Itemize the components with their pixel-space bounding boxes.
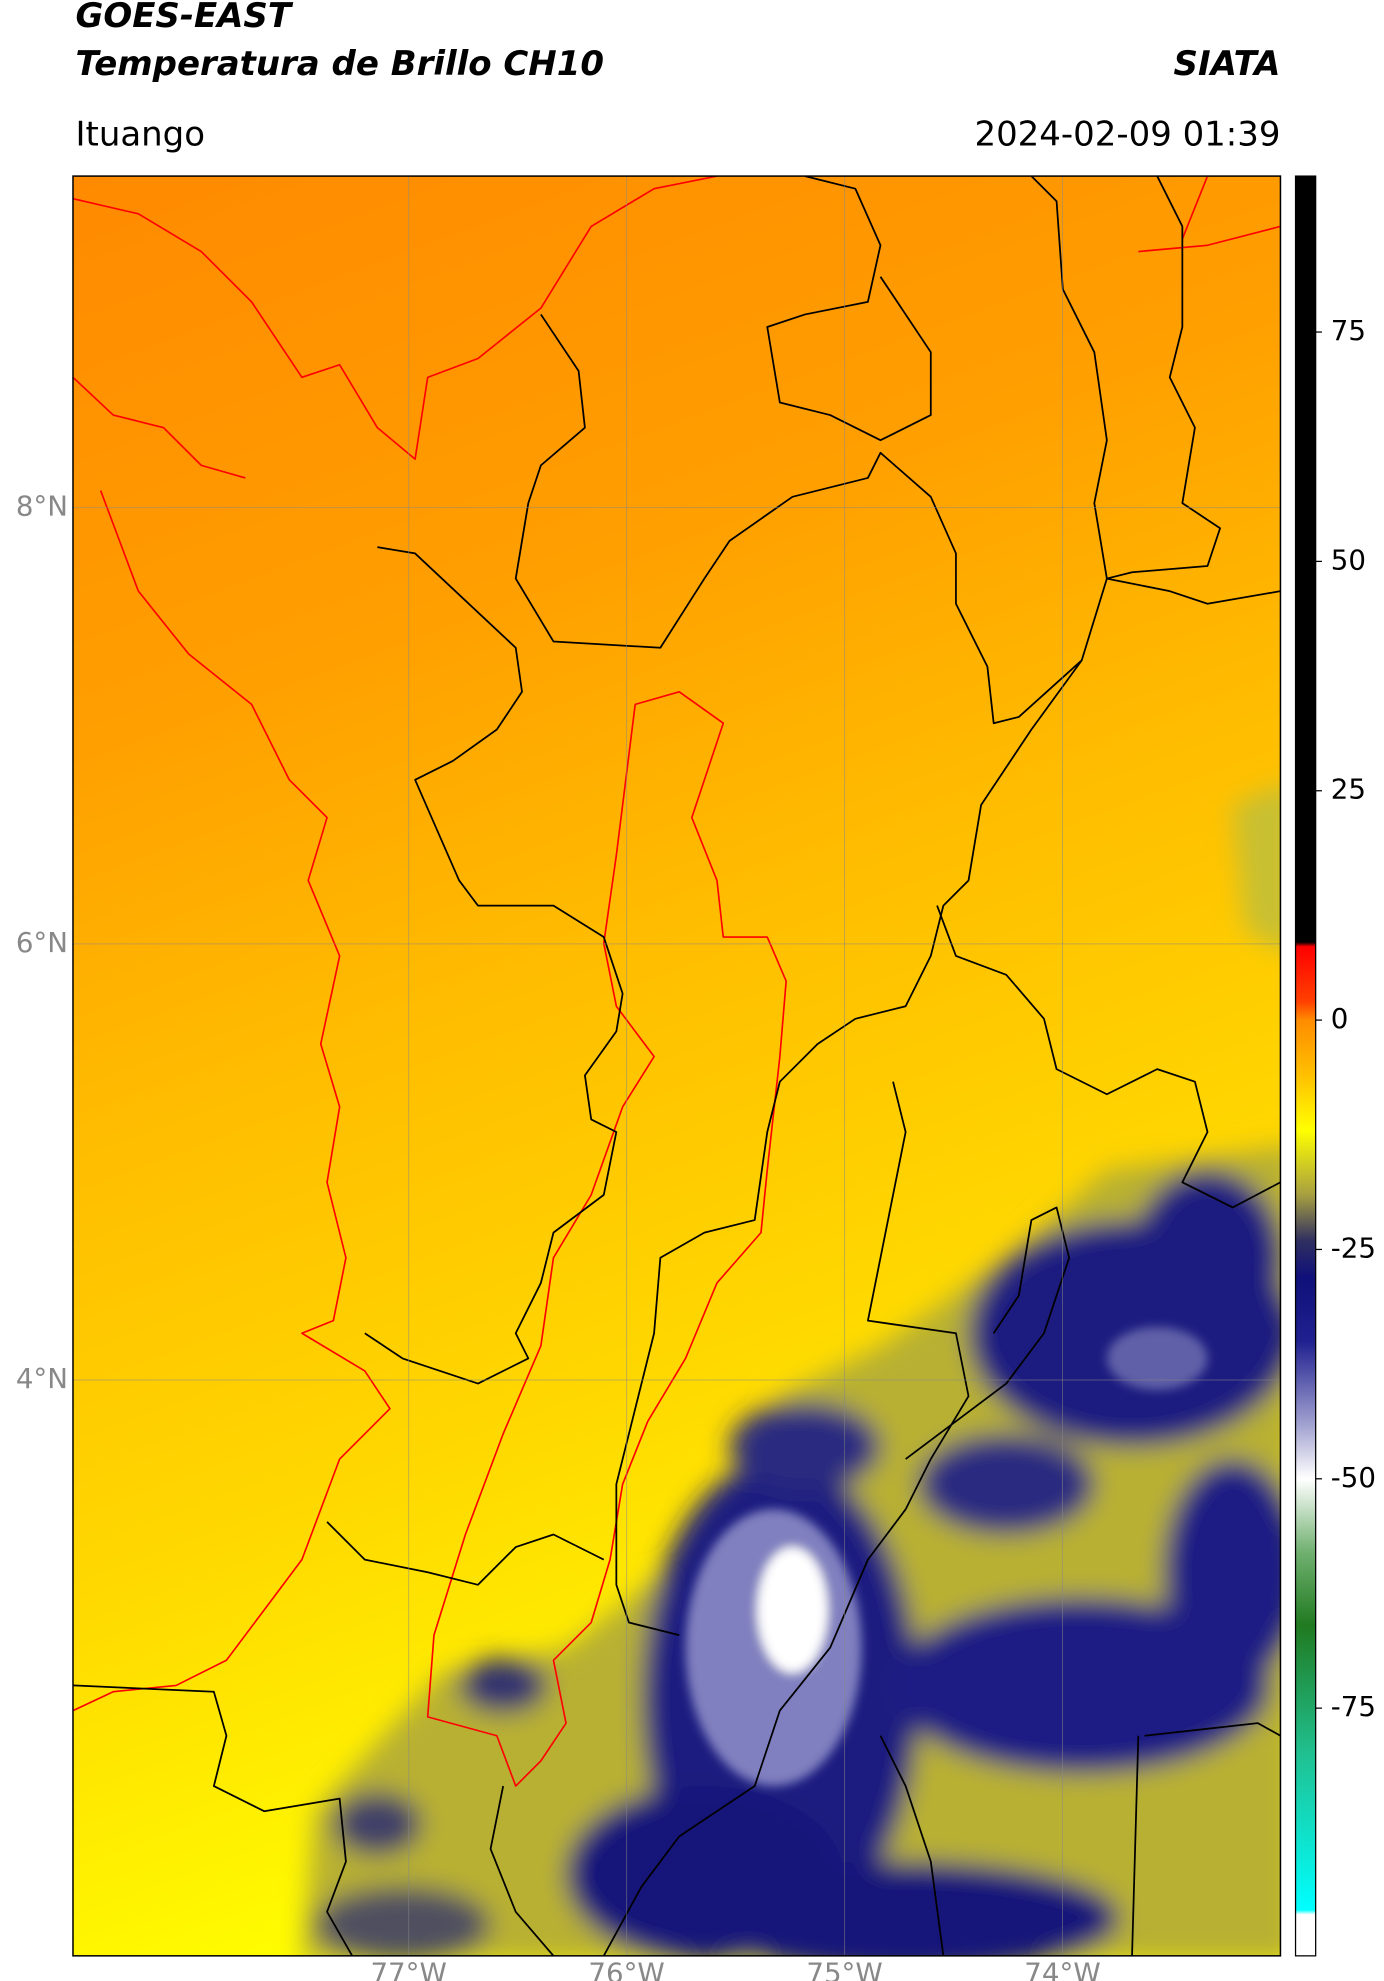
boundaries bbox=[72, 176, 1281, 1956]
colorbar-tick-label: 25 bbox=[1331, 773, 1366, 806]
subtitle: Temperatura de Brillo CH10 bbox=[76, 44, 604, 84]
colorbar: 75 50 25 0 -25 -50 -75 bbox=[1294, 175, 1376, 1957]
colorbar-fill bbox=[1294, 175, 1317, 1957]
y-tick-label: 6°N bbox=[16, 926, 68, 959]
y-tick-label: 4°N bbox=[16, 1362, 68, 1395]
datetime: 2024-02-09 01:39 bbox=[974, 114, 1280, 154]
title: GOES-EAST bbox=[76, 0, 294, 36]
map-frame bbox=[72, 175, 1282, 1957]
x-tick-label: 76°W bbox=[588, 1957, 664, 1981]
map-image bbox=[72, 176, 1281, 1956]
grid: 77°W 76°W 75°W 74°W 8°N 6°N 4°N bbox=[16, 176, 1281, 1981]
y-tick-label: 8°N bbox=[16, 490, 68, 523]
colorbar-tick-label: 75 bbox=[1331, 314, 1366, 347]
colorbar-tick-label: -75 bbox=[1331, 1690, 1376, 1723]
colorbar-tick-label: 0 bbox=[1331, 1002, 1349, 1035]
location: Ituango bbox=[76, 114, 206, 154]
x-tick-label: 74°W bbox=[1024, 1957, 1100, 1981]
x-tick-label: 75°W bbox=[806, 1957, 882, 1981]
colorbar-tick-label: -50 bbox=[1331, 1461, 1376, 1494]
colorbar-tick-label: 50 bbox=[1331, 543, 1366, 576]
colorbar-tick-label: -25 bbox=[1331, 1231, 1376, 1264]
source: SIATA bbox=[1174, 44, 1281, 84]
x-tick-label: 77°W bbox=[370, 1957, 446, 1981]
